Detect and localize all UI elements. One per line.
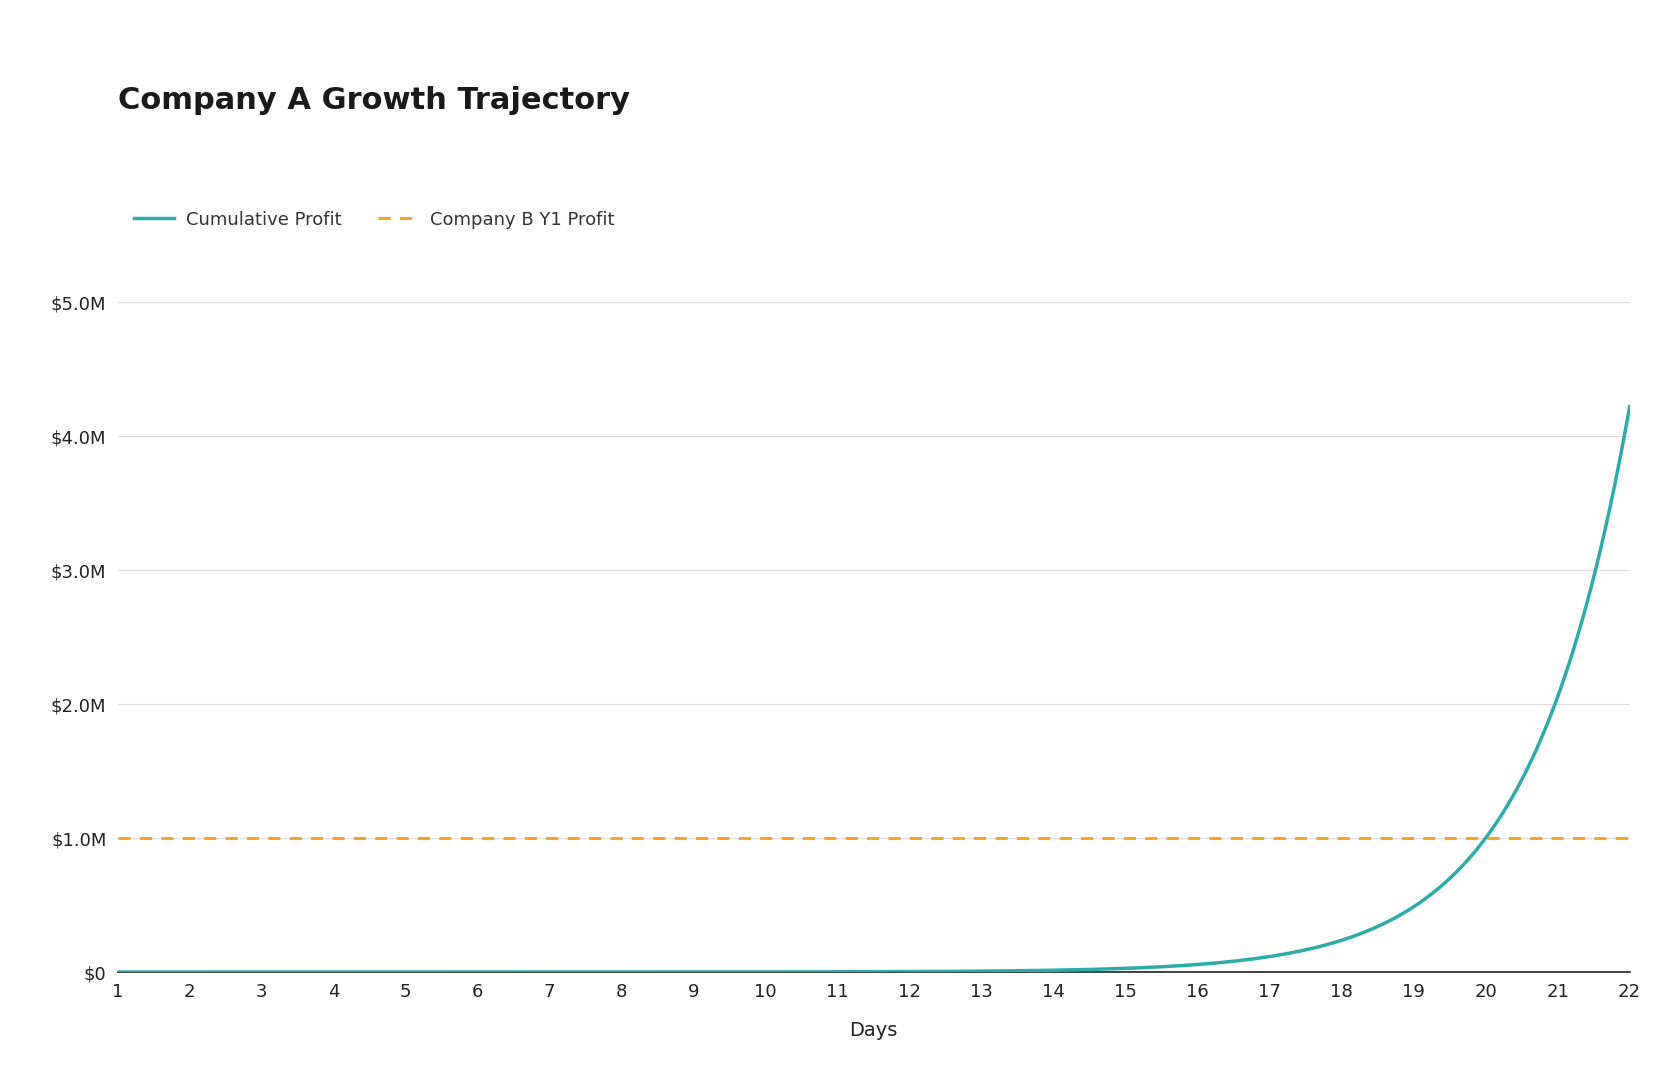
Cumulative Profit xyxy=(1620,401,1640,414)
Cumulative Profit xyxy=(1287,945,1307,958)
Cumulative Profit xyxy=(1146,960,1166,973)
Line: Cumulative Profit: Cumulative Profit xyxy=(118,407,1630,972)
Cumulative Profit xyxy=(108,966,128,978)
Company B Y1 Profit xyxy=(108,832,128,845)
Company B Y1 Profit xyxy=(35,832,55,845)
Legend: Cumulative Profit, Company B Y1 Profit: Cumulative Profit, Company B Y1 Profit xyxy=(126,203,622,235)
Text: Company A Growth Trajectory: Company A Growth Trajectory xyxy=(118,86,630,116)
Cumulative Profit xyxy=(719,966,739,978)
Cumulative Profit xyxy=(773,966,793,978)
Cumulative Profit xyxy=(1314,939,1334,951)
X-axis label: Days: Days xyxy=(850,1021,897,1040)
Cumulative Profit xyxy=(262,966,282,978)
